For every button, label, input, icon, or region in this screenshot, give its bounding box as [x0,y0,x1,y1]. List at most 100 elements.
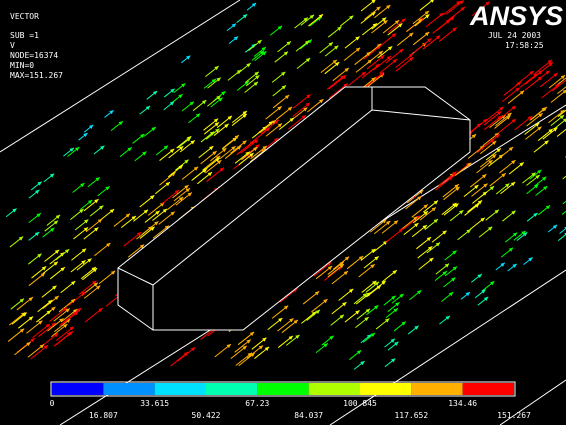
arrow-head [236,145,242,150]
arrow-head [501,173,506,178]
arrow-head [80,183,85,188]
arrow-head [344,256,350,261]
arrow-head [391,33,397,38]
arrow-head [265,127,270,132]
arrow-head [221,91,226,96]
arrow-head [537,126,542,131]
arrow-head [553,73,558,78]
arrow-head [455,186,460,191]
legend-label: 117.652 [394,411,428,420]
arrow-head [43,345,49,350]
arrow-head [47,300,53,305]
arrow-head [261,47,266,52]
arrow-head [487,226,493,231]
arrow-head [227,115,232,120]
arrow-head [245,151,250,156]
arrow-head [510,182,516,187]
arrow-head [190,347,196,352]
arrow-head [337,26,342,31]
time: 17:58:25 [505,41,544,50]
arrow-head [193,166,199,171]
legend-swatch [411,383,463,395]
arrow-head [456,0,461,5]
arrow-head [217,160,222,165]
legend-label: 16.807 [89,411,118,420]
arrow-head [169,148,175,153]
arrow-head [439,12,444,18]
arrow-head [376,6,381,11]
arrow-head [143,209,149,214]
arrow-head [394,20,400,25]
arrow-head [311,311,317,316]
arrow-head [287,106,293,111]
arrow-head [215,155,221,160]
arrow-head [301,115,306,120]
arrow-head [277,25,283,30]
arrow-head [242,14,248,19]
arrow-head [386,4,391,10]
arrow-head [471,134,477,139]
arrow-head [483,183,488,188]
arrow-head [408,32,414,37]
arrow-head [477,200,483,205]
arrow-head [537,169,542,174]
arrow-head [519,90,525,95]
arrow-head [372,23,377,28]
arrow-head [528,257,533,262]
arrow-head [414,223,419,228]
arrow-head [366,334,372,339]
arrow-head [454,203,459,208]
arrow-head [433,219,439,224]
arrow-head [538,113,543,118]
arrow-head [54,249,60,254]
arrow-head [195,113,201,118]
arrow-head [242,110,247,116]
arrow-head [314,291,320,296]
arrow-head [127,147,132,152]
arrow-head [409,57,414,62]
arrow-head [341,75,347,80]
arrow-head [319,99,324,104]
arrow-head [408,53,414,58]
arrow-head [499,106,504,111]
arrow-head [435,242,441,247]
arrow-head [72,309,78,314]
arrow-head [178,146,184,151]
arrow-head [94,199,99,204]
vector-arrow [556,77,566,86]
arrow-head [34,232,40,237]
arrow-head [109,110,114,115]
arrow-head [253,81,258,86]
arrow-head [379,72,385,77]
arrow-head [65,308,70,313]
legend-swatch [103,383,155,395]
arrow-head [554,84,560,89]
arrow-head [511,105,516,110]
arrow-head [152,90,158,96]
arrow-head [234,135,239,140]
arrow-head [98,205,104,210]
arrow-head [46,310,51,315]
arrow-head [93,282,98,287]
legend-label: 0 [50,399,55,408]
arrow-head [255,75,260,80]
arrow-head [489,186,495,191]
arrow-head [508,147,514,152]
arrow-head [381,17,387,22]
arrow-head [393,308,398,313]
arrow-head [445,315,450,320]
arrow-head [372,280,377,285]
arrow-head [362,293,368,298]
arrow-head [515,87,520,92]
arrow-head [386,220,391,226]
arrow-head [170,211,175,216]
arrow-head [38,320,43,325]
vector-arrow [557,233,566,242]
arrow-head [342,302,347,307]
arrow-head [226,344,231,349]
arrow-head [334,62,340,67]
arrow-head [254,71,259,76]
arrow-head [92,268,98,273]
arrow-head [87,199,93,205]
